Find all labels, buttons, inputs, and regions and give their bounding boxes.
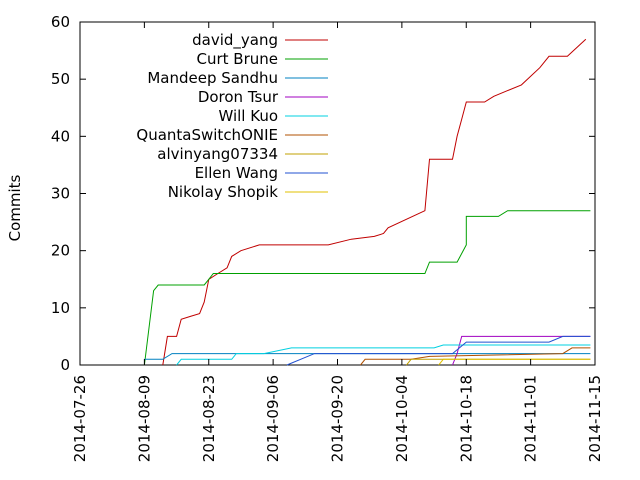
y-tick-label: 60	[51, 13, 70, 31]
series-line-david-yang	[162, 38, 587, 366]
axes-layer: 0 10 20 30 40 50 60 2014-07-26 2014-08-09 2014-08…	[51, 13, 604, 462]
x-tick-label: 2014-07-26	[71, 375, 89, 462]
y-tick-label: 50	[51, 70, 70, 88]
x-tick-label: 2014-11-01	[522, 375, 540, 462]
legend-label: Mandeep Sandhu	[147, 69, 278, 87]
series-layer	[143, 38, 591, 366]
x-tick-label: 2014-08-23	[200, 375, 218, 462]
legend-label: alvinyang07334	[157, 145, 278, 163]
legend-label: Ellen Wang	[195, 164, 278, 182]
series-line-nikolay-shopik	[438, 358, 591, 366]
y-tick-label: 20	[51, 242, 70, 260]
legend-label: david_yang	[192, 31, 278, 50]
legend-label: Curt Brune	[197, 50, 279, 68]
series-line-will-kuo	[176, 344, 591, 366]
y-tick-label: 10	[51, 299, 70, 317]
legend-label: QuantaSwitchONIE	[136, 126, 278, 144]
y-axis-title: Commits	[6, 174, 24, 241]
y-tick-label: 0	[60, 356, 70, 374]
series-line-quantaswitchonie	[360, 347, 591, 366]
legend-label: Will Kuo	[218, 107, 278, 125]
x-tick-label: 2014-09-06	[264, 375, 282, 462]
x-tick-label: 2014-08-09	[135, 375, 153, 462]
y-tick-label: 30	[51, 185, 70, 203]
series-line-doron-tsur	[452, 335, 591, 366]
y-tick-label: 40	[51, 127, 70, 145]
series-line-curt-brune	[143, 210, 591, 366]
x-tick-label: 2014-11-15	[586, 375, 604, 462]
x-tick-label: 2014-09-20	[329, 375, 347, 462]
series-line-ellen-wang	[286, 335, 591, 366]
series-line-alvinyang07334	[406, 358, 591, 366]
x-tick-label: 2014-10-04	[393, 375, 411, 462]
legend-label: Nikolay Shopik	[168, 183, 279, 201]
legend-label: Doron Tsur	[198, 88, 279, 106]
x-tick-label: 2014-10-18	[457, 375, 475, 462]
